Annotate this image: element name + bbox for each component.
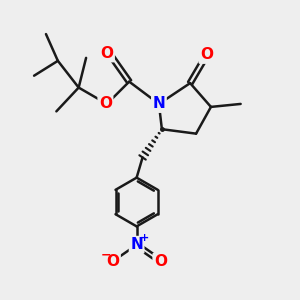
Text: +: + xyxy=(140,233,149,243)
Text: O: O xyxy=(154,254,167,269)
Text: O: O xyxy=(200,47,213,62)
Text: O: O xyxy=(100,46,113,61)
Text: N: N xyxy=(130,237,143,252)
Text: N: N xyxy=(152,96,165,111)
Text: −: − xyxy=(101,248,111,261)
Text: O: O xyxy=(99,96,112,111)
Text: O: O xyxy=(106,254,119,269)
